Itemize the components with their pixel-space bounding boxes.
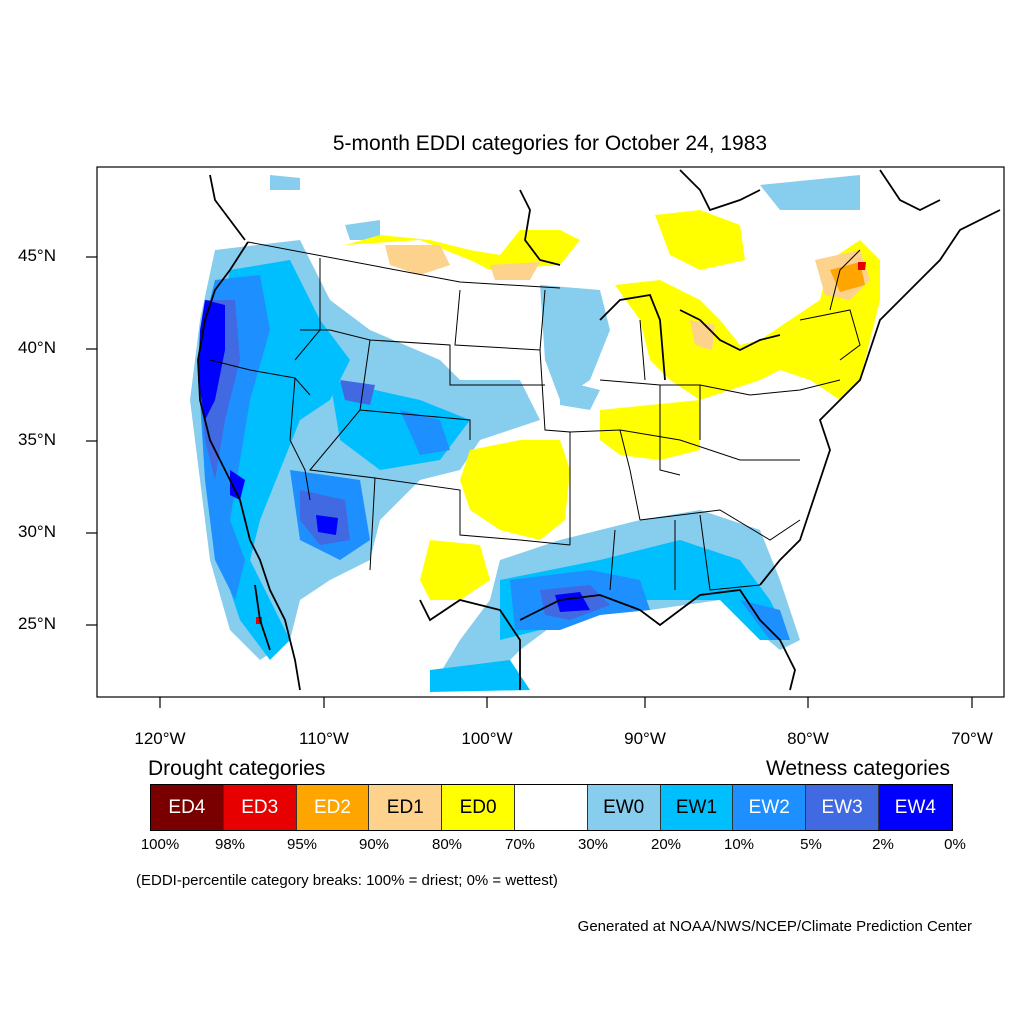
map-frame [96,166,1005,698]
drought-categories-title: Drought categories [148,757,326,780]
lat-label: 30°N [18,522,56,541]
percentile-label: 100% [140,836,180,853]
percentile-label: 30% [577,836,609,853]
percentile-label: 10% [723,836,755,853]
legend-box-ed2: ED2 [296,785,370,830]
lon-label: 120°W [134,729,186,748]
ed0-regions [345,210,880,600]
lon-label: 110°W [299,729,349,748]
legend-box-ed1: ED1 [369,785,443,830]
lat-label: 45°N [18,246,56,265]
lat-label: 25°N [18,614,56,633]
legend-label: ED0 [459,796,497,818]
legend-box-ew4: EW4 [878,785,952,830]
percentile-label: 20% [650,836,682,853]
legend-label: EW4 [894,796,936,818]
legend-box-ed3: ED3 [223,785,297,830]
legend-label: EW2 [748,796,790,818]
state-borders [209,241,861,591]
legend-label: ED1 [386,796,424,818]
percentile-label: 80% [431,836,463,853]
percentile-label: 70% [504,836,536,853]
legend-box-ed0: ED0 [442,785,515,830]
legend-box-ed4: ED4 [151,785,224,830]
lon-label: 100°W [461,729,513,748]
legend-box-ew3: EW3 [806,785,879,830]
legend-bar: ED4 ED3 ED2 ED1 ED0 EW0 EW1 EW2 EW3 EW4 [150,784,953,831]
axis-ticks [86,256,973,708]
credit-line: Generated at NOAA/NWS/NCEP/Climate Predi… [577,918,972,935]
lon-label: 70°W [951,729,993,748]
legend-box-ew2: EW2 [733,785,807,830]
percentile-label: 0% [944,836,966,853]
legend-label: ED3 [241,796,279,818]
wetness-categories-title: Wetness categories [765,757,950,780]
percentile-label: 98% [214,836,246,853]
category-breaks-note: (EDDI-percentile category breaks: 100% =… [136,872,558,889]
percentile-label: 5% [800,836,822,853]
lat-label: 40°N [18,338,56,357]
ed2-regions [830,262,865,292]
legend-box-ew1: EW1 [660,785,734,830]
legend-box-ew0: EW0 [587,785,661,830]
legend-label: ED4 [168,796,206,818]
coastlines [197,169,1001,691]
legend-label: ED2 [314,796,351,818]
lon-label: 80°W [787,729,829,748]
legend-label: EW3 [821,796,863,818]
percentile-label: 2% [872,836,894,853]
map-title: 5-month EDDI categories for October 24, … [332,132,768,155]
percentile-label: 90% [358,836,390,853]
legend-box-normal [514,785,588,830]
lat-label: 35°N [18,430,56,449]
legend-label: EW1 [675,796,718,818]
lon-label: 90°W [624,729,666,748]
legend-label: EW0 [603,796,645,818]
percentile-label: 95% [286,836,318,853]
